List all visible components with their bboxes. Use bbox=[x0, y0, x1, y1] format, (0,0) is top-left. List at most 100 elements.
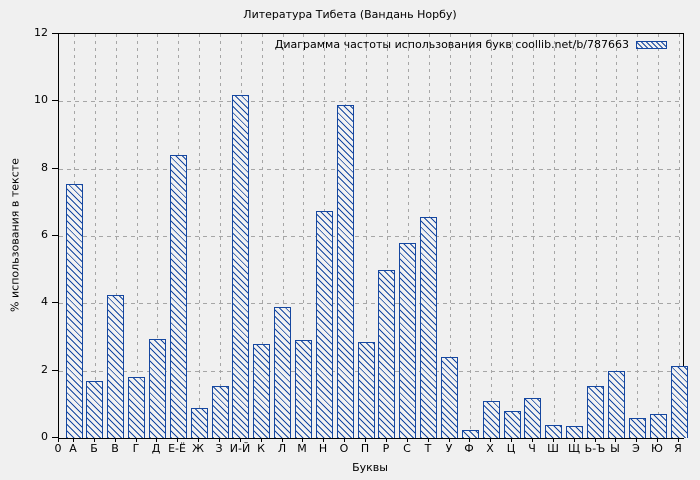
x-tick-label: Т bbox=[424, 442, 432, 455]
y-tick bbox=[52, 302, 58, 303]
v-gridline bbox=[116, 34, 117, 438]
bar bbox=[253, 344, 270, 438]
x-tick bbox=[302, 438, 303, 442]
bar bbox=[545, 425, 562, 438]
y-tick-label: 12 bbox=[34, 26, 48, 39]
bar bbox=[358, 342, 375, 438]
v-gridline bbox=[616, 34, 617, 438]
x-tick bbox=[261, 438, 262, 442]
bar bbox=[337, 105, 354, 438]
v-gridline bbox=[596, 34, 597, 438]
x-tick bbox=[240, 438, 241, 442]
h-gridline bbox=[59, 169, 683, 170]
bar bbox=[399, 243, 416, 438]
x-tick bbox=[386, 438, 387, 442]
bar bbox=[316, 211, 333, 438]
v-gridline bbox=[658, 34, 659, 438]
chart-title: Литература Тибета (Вандань Норбу) bbox=[243, 8, 457, 21]
x-tick bbox=[449, 438, 450, 442]
x-tick bbox=[344, 438, 345, 442]
bar bbox=[566, 426, 583, 438]
legend: Диаграмма частоты использования букв coo… bbox=[275, 38, 667, 51]
x-tick-label: Н bbox=[318, 442, 328, 455]
x-tick-label: Е-Ё bbox=[168, 442, 186, 455]
v-gridline bbox=[408, 34, 409, 438]
x-tick bbox=[636, 438, 637, 442]
y-tick bbox=[52, 168, 58, 169]
y-tick bbox=[52, 370, 58, 371]
bar bbox=[629, 418, 646, 438]
bar bbox=[86, 381, 103, 438]
x-tick-label: Л bbox=[277, 442, 287, 455]
h-gridline bbox=[59, 303, 683, 304]
v-gridline bbox=[366, 34, 367, 438]
bar bbox=[504, 411, 521, 438]
x-tick bbox=[678, 438, 679, 442]
x-tick-label: Ь-Ъ bbox=[584, 442, 606, 455]
x-tick bbox=[615, 438, 616, 442]
x-tick-label: У bbox=[445, 442, 453, 455]
x-tick-label: Ч bbox=[528, 442, 536, 455]
y-tick bbox=[52, 33, 58, 34]
legend-swatch-icon bbox=[636, 40, 667, 49]
bar bbox=[107, 295, 124, 438]
x-tick-label: Ш bbox=[547, 442, 559, 455]
x-tick-label: Х bbox=[486, 442, 494, 455]
x-tick bbox=[428, 438, 429, 442]
x-tick bbox=[136, 438, 137, 442]
bar bbox=[462, 430, 479, 438]
x-tick-label: Щ bbox=[567, 442, 581, 455]
x-tick bbox=[574, 438, 575, 442]
plot-area: Диаграмма частоты использования букв coo… bbox=[58, 33, 688, 439]
x-tick bbox=[532, 438, 533, 442]
x-tick bbox=[115, 438, 116, 442]
x-tick bbox=[94, 438, 95, 442]
bar bbox=[650, 414, 667, 438]
x-tick bbox=[73, 438, 74, 442]
y-tick-label: 2 bbox=[41, 363, 48, 376]
bar bbox=[191, 408, 208, 438]
v-gridline bbox=[262, 34, 263, 438]
bar bbox=[587, 386, 604, 438]
x-tick bbox=[595, 438, 596, 442]
x-tick-label: Ц bbox=[506, 442, 516, 455]
x-tick-label: Ф bbox=[464, 442, 474, 455]
v-gridline bbox=[387, 34, 388, 438]
x-tick bbox=[156, 438, 157, 442]
x-tick-label: А bbox=[69, 442, 77, 455]
bar bbox=[608, 371, 625, 438]
bar bbox=[149, 339, 166, 438]
x-tick-label: Ю bbox=[651, 442, 663, 455]
x-tick-label: Б bbox=[90, 442, 98, 455]
bar bbox=[212, 386, 229, 438]
bar bbox=[378, 270, 395, 438]
bar bbox=[671, 366, 688, 438]
bar bbox=[441, 357, 458, 438]
x-tick-label: С bbox=[403, 442, 411, 455]
x-tick-label: Р bbox=[382, 442, 390, 455]
bar bbox=[483, 401, 500, 438]
y-tick bbox=[52, 100, 58, 101]
y-tick bbox=[52, 437, 58, 438]
x-tick bbox=[282, 438, 283, 442]
x-tick bbox=[553, 438, 554, 442]
bar bbox=[128, 377, 145, 438]
x-tick bbox=[511, 438, 512, 442]
v-gridline bbox=[512, 34, 513, 438]
x-origin-label: 0 bbox=[54, 442, 62, 455]
bar bbox=[170, 155, 187, 438]
h-gridline bbox=[59, 236, 683, 237]
x-tick-label: Я bbox=[674, 442, 682, 455]
bar bbox=[274, 307, 291, 438]
y-tick-label: 6 bbox=[41, 228, 48, 241]
y-tick bbox=[52, 235, 58, 236]
v-gridline bbox=[199, 34, 200, 438]
bar bbox=[66, 184, 83, 438]
x-tick-label: О bbox=[339, 442, 349, 455]
x-tick-label: Д bbox=[151, 442, 161, 455]
v-gridline bbox=[283, 34, 284, 438]
x-tick-label: П bbox=[360, 442, 370, 455]
x-axis-label: Буквы bbox=[352, 461, 388, 474]
bar bbox=[232, 95, 249, 438]
